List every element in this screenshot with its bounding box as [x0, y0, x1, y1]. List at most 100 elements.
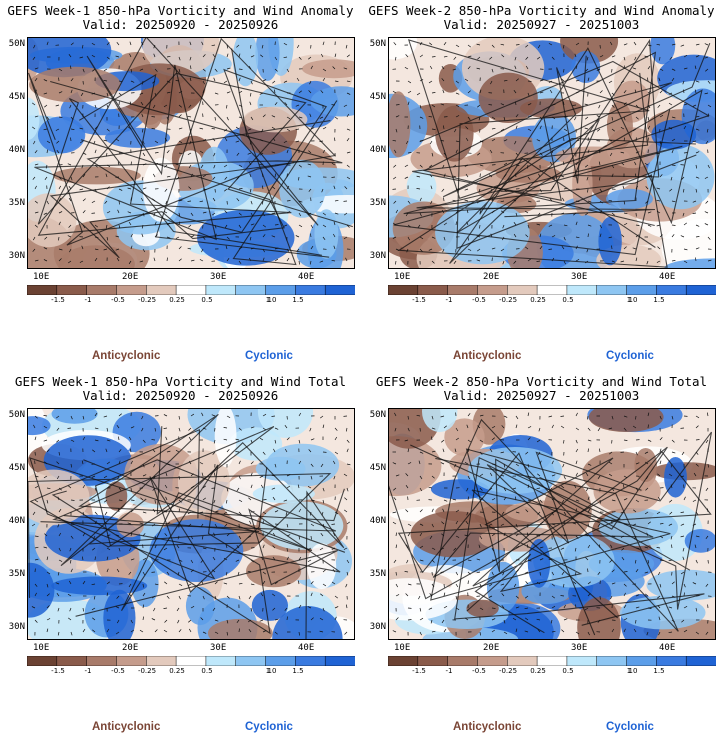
colorbar-tick-label: 0.5 [201, 296, 213, 304]
colorbar-tick-label: -0.5 [472, 667, 486, 675]
latitude-label: 40N [8, 145, 25, 155]
colorbar-swatch [477, 656, 509, 666]
colorbar-tick-label: 1.5 [653, 296, 665, 304]
cyclonic-label: Cyclonic [245, 350, 293, 362]
colorbar-swatch [295, 656, 326, 666]
colorbar-swatch [146, 656, 177, 666]
colorbar-swatch [324, 656, 355, 666]
map-title: GEFS Week-2 850-hPa Vorticity and Wind A… [368, 3, 715, 18]
colorbar-swatch [656, 656, 687, 666]
colorbar-swatch [205, 656, 237, 666]
colorbar-swatch [86, 656, 118, 666]
longitude-label: 30E [210, 272, 227, 282]
colorbar-swatch [536, 656, 568, 666]
latitude-label: 30N [369, 622, 386, 632]
colorbar-tick-label: 1 [626, 296, 632, 304]
colorbar-swatch [685, 656, 716, 666]
map-title: GEFS Week-1 850-hPa Vorticity and Wind T… [14, 374, 347, 389]
colorbar-tick-label: 1 [265, 296, 271, 304]
vorticity-map [27, 408, 355, 640]
colorbar-swatch [235, 656, 267, 666]
colorbar-tick-label: 0.25 [530, 667, 546, 675]
longitude-label: 20E [122, 643, 139, 653]
latitude-label: 45N [8, 92, 25, 102]
colorbar-tick-label: -1 [445, 667, 453, 675]
latitude-label: 45N [369, 92, 386, 102]
anticyclonic-label: Anticyclonic [453, 721, 522, 733]
colorbar-tick-label: -0.25 [498, 296, 518, 304]
colorbar-tick-label: -0.25 [498, 667, 518, 675]
longitude-label: 40E [659, 272, 676, 282]
longitude-label: 10E [394, 272, 411, 282]
colorbar-scale-note: 10 [267, 667, 277, 675]
latitude-label: 50N [369, 39, 386, 49]
colorbar-tick-label: -1 [445, 296, 453, 304]
longitude-label: 10E [33, 272, 50, 282]
colorbar-swatch [146, 285, 177, 295]
colorbar-swatch [656, 285, 687, 295]
colorbar [27, 656, 355, 666]
colorbar-tick-label: -1.5 [412, 667, 426, 675]
colorbar-swatch [27, 285, 58, 295]
colorbar-swatch [56, 285, 88, 295]
colorbar-swatch [685, 285, 716, 295]
colorbar-tick-label: -0.5 [111, 667, 125, 675]
colorbar-swatch [175, 656, 207, 666]
vorticity-map [27, 37, 355, 269]
colorbar-swatch [175, 285, 207, 295]
vorticity-map [388, 408, 716, 640]
panel-week2-anomaly: GEFS Week-2 850-hPa Vorticity and Wind A… [361, 0, 722, 371]
colorbar-scale-note: 10 [628, 296, 638, 304]
colorbar-swatch [507, 656, 538, 666]
latitude-label: 35N [8, 198, 25, 208]
colorbar-swatch [205, 285, 237, 295]
colorbar-scale-note: 10 [267, 296, 277, 304]
colorbar-swatch [295, 285, 326, 295]
longitude-label: 40E [659, 643, 676, 653]
cyclonic-label: Cyclonic [606, 350, 654, 362]
colorbar-swatch [27, 656, 58, 666]
longitude-label: 20E [122, 272, 139, 282]
anticyclonic-label: Anticyclonic [92, 721, 161, 733]
colorbar [388, 285, 716, 295]
colorbar-swatch [536, 285, 568, 295]
colorbar-swatch [324, 285, 355, 295]
colorbar-swatch [235, 285, 267, 295]
longitude-label: 30E [571, 643, 588, 653]
colorbar-swatch [388, 285, 419, 295]
latitude-label: 35N [369, 569, 386, 579]
latitude-label: 45N [369, 463, 386, 473]
colorbar-swatch [265, 656, 297, 666]
longitude-label: 40E [298, 643, 315, 653]
longitude-label: 20E [483, 643, 500, 653]
latitude-label: 50N [369, 410, 386, 420]
colorbar-tick-label: 0.5 [201, 667, 213, 675]
colorbar-scale-note: 10 [628, 667, 638, 675]
map-title: GEFS Week-1 850-hPa Vorticity and Wind A… [7, 3, 354, 18]
latitude-label: 40N [8, 516, 25, 526]
longitude-label: 10E [33, 643, 50, 653]
anticyclonic-label: Anticyclonic [453, 350, 522, 362]
colorbar [27, 285, 355, 295]
map-valid-dates: Valid: 20250927 - 20251003 [443, 17, 640, 32]
colorbar-swatch [596, 656, 628, 666]
cyclonic-label: Cyclonic [606, 721, 654, 733]
colorbar-swatch [447, 285, 479, 295]
longitude-label: 30E [210, 643, 227, 653]
colorbar-tick-label: 1.5 [292, 667, 304, 675]
colorbar-swatch [507, 285, 538, 295]
colorbar-tick-label: 0.25 [169, 667, 185, 675]
longitude-label: 40E [298, 272, 315, 282]
colorbar [388, 656, 716, 666]
latitude-label: 35N [8, 569, 25, 579]
latitude-label: 30N [8, 622, 25, 632]
latitude-label: 35N [369, 198, 386, 208]
colorbar-swatch [626, 656, 658, 666]
latitude-label: 50N [8, 39, 25, 49]
map-title: GEFS Week-2 850-hPa Vorticity and Wind T… [375, 374, 708, 389]
panel-week2-total: GEFS Week-2 850-hPa Vorticity and Wind T… [361, 371, 722, 742]
colorbar-swatch [596, 285, 628, 295]
latitude-label: 40N [369, 145, 386, 155]
colorbar-swatch [56, 656, 88, 666]
colorbar-swatch [265, 285, 297, 295]
